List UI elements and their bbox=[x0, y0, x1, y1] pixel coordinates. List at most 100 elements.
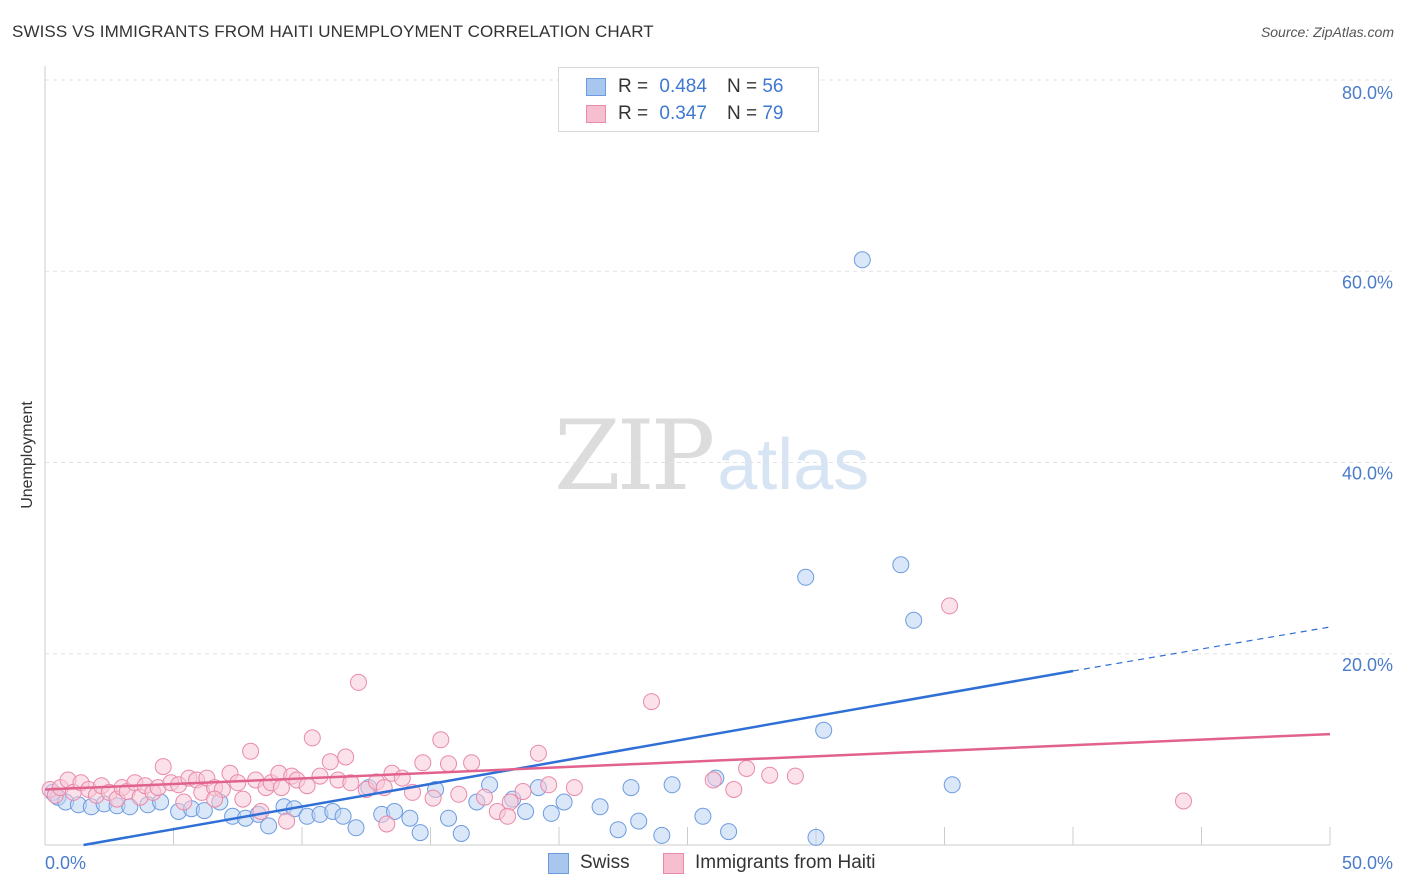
swiss-point bbox=[720, 823, 738, 841]
swiss-point bbox=[807, 828, 825, 846]
swiss-point bbox=[797, 568, 815, 586]
haiti-trend-line bbox=[44, 732, 1331, 791]
haiti-point bbox=[450, 785, 468, 803]
haiti-point bbox=[725, 781, 743, 798]
swiss-point bbox=[411, 824, 429, 842]
haiti-point bbox=[378, 815, 396, 833]
haiti-point bbox=[424, 789, 442, 807]
swiss-point bbox=[517, 803, 535, 820]
swiss-point bbox=[815, 721, 833, 739]
watermark: ZIPatlas bbox=[554, 400, 869, 512]
haiti-point bbox=[311, 767, 329, 785]
legend-r-value: 0.347 bbox=[659, 103, 707, 124]
legend-row-swiss: R = 0.484 N = 56 bbox=[559, 74, 783, 100]
series-legend: Swiss Immigrants from Haiti bbox=[0, 852, 1406, 878]
swiss-point bbox=[440, 809, 457, 827]
haiti-point bbox=[761, 766, 779, 784]
haiti-point bbox=[499, 807, 517, 825]
haiti-point bbox=[278, 812, 296, 830]
swiss-point bbox=[943, 776, 961, 794]
series-swatch-haiti bbox=[663, 852, 684, 874]
haiti-point bbox=[206, 790, 224, 808]
y-tick-label: 60.0% bbox=[1342, 272, 1393, 292]
haiti-point bbox=[321, 753, 339, 771]
swiss-point bbox=[386, 803, 403, 820]
swiss-point bbox=[452, 825, 470, 842]
series-legend-label: Swiss bbox=[580, 852, 630, 873]
haiti-point bbox=[786, 767, 804, 785]
haiti-point bbox=[393, 769, 411, 787]
chart-title: SWISS VS IMMIGRANTS FROM HAITI UNEMPLOYM… bbox=[12, 22, 654, 41]
haiti-point bbox=[350, 673, 367, 691]
swiss-point bbox=[555, 793, 573, 811]
haiti-point bbox=[234, 790, 252, 808]
haiti-point bbox=[229, 774, 247, 792]
haiti-point bbox=[941, 597, 959, 615]
swiss-point bbox=[853, 251, 871, 269]
haiti-point bbox=[303, 729, 321, 747]
series-legend-haiti[interactable]: Immigrants from Haiti bbox=[663, 852, 876, 874]
swiss-point bbox=[663, 776, 681, 794]
legend-swatch-haiti bbox=[586, 105, 606, 123]
swiss-point bbox=[542, 804, 560, 822]
series-swatch-swiss bbox=[548, 852, 569, 874]
legend-r-label: R = bbox=[618, 76, 649, 97]
haiti-point bbox=[738, 760, 756, 777]
swiss-point bbox=[260, 817, 278, 835]
haiti-point bbox=[432, 731, 450, 749]
swiss-point bbox=[630, 812, 648, 830]
legend-swatch-swiss bbox=[586, 78, 606, 96]
haiti-point bbox=[1175, 792, 1192, 810]
swiss-point bbox=[401, 809, 419, 827]
x-tick-label: 0.0% bbox=[45, 853, 86, 873]
y-tick-label: 20.0% bbox=[1342, 655, 1393, 675]
haiti-point bbox=[529, 744, 547, 762]
haiti-point bbox=[175, 793, 193, 811]
haiti-point bbox=[342, 774, 360, 792]
haiti-point bbox=[252, 803, 270, 820]
watermark-zip: ZIP bbox=[554, 400, 715, 512]
haiti-point bbox=[476, 788, 493, 806]
swiss-point bbox=[334, 807, 352, 825]
x-tick-label: 50.0% bbox=[1342, 853, 1393, 873]
series-legend-swiss[interactable]: Swiss bbox=[548, 852, 630, 874]
legend-n-label: N = bbox=[726, 76, 758, 97]
swiss-trend-line bbox=[83, 669, 1074, 847]
watermark-atlas: atlas bbox=[717, 425, 870, 505]
y-tick-label: 80.0% bbox=[1342, 83, 1393, 103]
swiss-point bbox=[622, 779, 640, 797]
swiss-point bbox=[694, 807, 712, 825]
legend-n-value: 56 bbox=[762, 76, 784, 97]
haiti-point bbox=[272, 779, 290, 797]
y-tick-label: 40.0% bbox=[1342, 464, 1393, 484]
haiti-point bbox=[501, 793, 519, 811]
legend-row-haiti: R = 0.347 N = 79 bbox=[559, 101, 783, 127]
haiti-point bbox=[514, 783, 532, 800]
haiti-point bbox=[337, 748, 355, 766]
series-legend-label: Immigrants from Haiti bbox=[695, 852, 876, 873]
swiss-point bbox=[609, 821, 627, 839]
haiti-point bbox=[643, 693, 660, 711]
haiti-point bbox=[704, 771, 722, 789]
haiti-point bbox=[440, 755, 457, 773]
source-credit: Source: ZipAtlas.com bbox=[1260, 24, 1394, 40]
swiss-point bbox=[892, 556, 910, 574]
haiti-point bbox=[540, 776, 558, 794]
haiti-point bbox=[414, 754, 432, 772]
legend-r-label: R = bbox=[618, 103, 649, 124]
haiti-point bbox=[242, 742, 260, 760]
haiti-point bbox=[154, 758, 172, 776]
legend-n-value: 79 bbox=[762, 103, 784, 124]
swiss-point bbox=[905, 611, 923, 629]
swiss-point bbox=[591, 798, 609, 816]
stats-legend: R = 0.484 N = 56 R = 0.347 N = 79 bbox=[558, 67, 819, 132]
swiss-trend-extension bbox=[1072, 626, 1331, 672]
haiti-point bbox=[463, 754, 481, 772]
swiss-point bbox=[653, 826, 671, 844]
legend-n-label: N = bbox=[726, 103, 758, 124]
swiss-point bbox=[347, 819, 365, 837]
haiti-point bbox=[565, 779, 583, 797]
legend-r-value: 0.484 bbox=[659, 76, 707, 97]
swiss-point bbox=[195, 802, 213, 820]
